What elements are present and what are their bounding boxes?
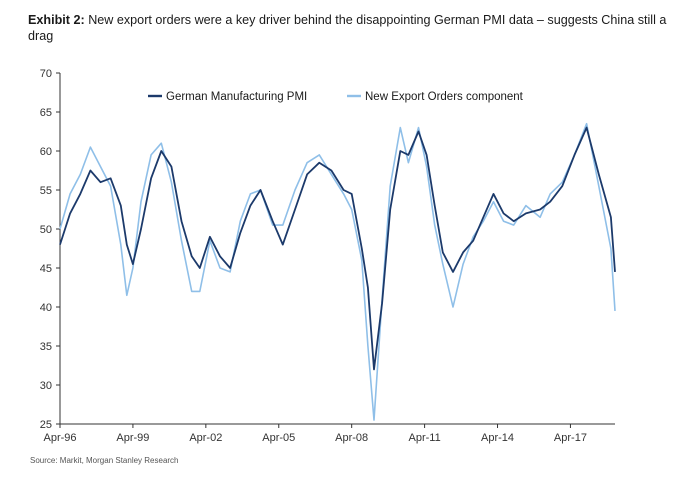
series-line-pmi xyxy=(59,126,616,371)
series-layer xyxy=(59,122,616,421)
x-tick-label: Apr-17 xyxy=(554,432,587,444)
y-tick-label: 40 xyxy=(40,302,52,314)
chart-title: Exhibit 2: New export orders were a key … xyxy=(28,12,668,44)
exhibit-label: Exhibit 2: xyxy=(28,13,85,27)
x-tick-label: Apr-05 xyxy=(262,432,295,444)
chart-legend: German Manufacturing PMI New Export Order… xyxy=(148,91,524,103)
y-tick-label: 30 xyxy=(40,380,52,392)
source-note: Source: Markit, Morgan Stanley Research xyxy=(30,456,179,465)
series-line-export-orders xyxy=(59,122,616,421)
y-tick-label: 45 xyxy=(40,263,52,275)
y-tick-label: 70 xyxy=(40,68,52,80)
legend-label-pmi: German Manufacturing PMI xyxy=(166,91,307,103)
x-tick-label: Apr-02 xyxy=(189,432,222,444)
y-tick-label: 25 xyxy=(40,419,52,431)
y-tick-label: 60 xyxy=(40,146,52,158)
y-tick-label: 65 xyxy=(40,107,52,119)
y-tick-label: 35 xyxy=(40,341,52,353)
chart-axes: 25 30 35 40 45 50 55 60 65 70 Apr-96 Apr-99 Apr-02 Ap… xyxy=(40,68,615,444)
x-tick-label: Apr-08 xyxy=(335,432,368,444)
x-tick-label: Apr-96 xyxy=(43,432,76,444)
x-tick-label: Apr-99 xyxy=(116,432,149,444)
x-tick-label: Apr-11 xyxy=(408,432,440,444)
y-tick-label: 55 xyxy=(40,185,52,197)
exhibit-title: New export orders were a key driver behi… xyxy=(28,13,667,43)
legend-label-export-orders: New Export Orders component xyxy=(365,91,524,103)
x-tick-label: Apr-14 xyxy=(481,432,514,444)
y-tick-label: 50 xyxy=(40,224,52,236)
